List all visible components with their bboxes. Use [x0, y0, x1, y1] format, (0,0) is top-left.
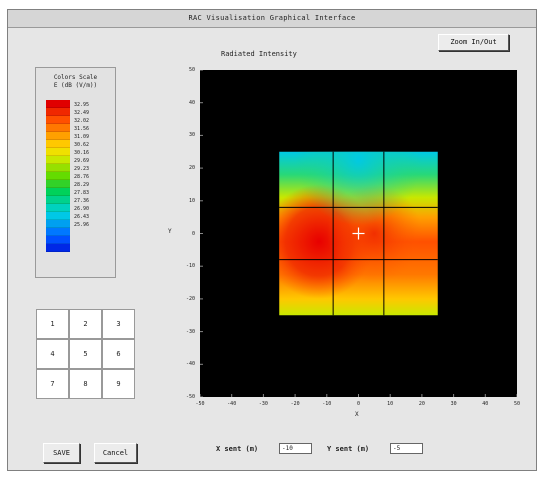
x-tick-label: 50 — [513, 401, 521, 407]
y-tick-label: -50 — [185, 394, 195, 400]
x-axis-label: X — [355, 411, 359, 418]
y-tick-label: 50 — [188, 67, 195, 73]
y-tick-label: 40 — [188, 99, 195, 106]
keypad-key-9[interactable]: 9 — [102, 369, 135, 399]
color-swatch — [46, 180, 70, 188]
keypad-key-6[interactable]: 6 — [102, 339, 135, 369]
color-scale-value: 29.23 — [74, 166, 90, 172]
y-tick-label: 20 — [188, 165, 195, 172]
y-tick-label: 10 — [188, 197, 195, 204]
main-window: RAC Visualisation Graphical Interface Zo… — [7, 9, 537, 471]
x-tick-label: 10 — [387, 401, 394, 407]
color-scale-labels: 32.95 32.49 32.02 31.56 31.09 30.62 30.16 29.69… — [74, 101, 89, 229]
color-swatch — [46, 244, 70, 252]
color-swatch — [46, 172, 70, 180]
color-scale-value: 27.36 — [74, 198, 90, 204]
y-tick-label: -30 — [185, 328, 195, 335]
x-sent-label: X sent (m) — [216, 445, 259, 453]
keypad-key-5[interactable]: 5 — [69, 339, 102, 369]
color-swatch — [46, 212, 70, 220]
color-scale-value: 25.96 — [74, 222, 90, 228]
color-swatch — [46, 108, 70, 116]
color-swatch — [46, 124, 70, 132]
color-scale-panel: Colors Scale E (dB (V/m)) 32.95 32.49 32.0… — [35, 67, 116, 278]
color-scale-title: Colors Scale — [53, 74, 98, 81]
x-tick-label: 20 — [418, 401, 425, 407]
y-tick-label: 0 — [191, 230, 195, 237]
keypad-key-3[interactable]: 3 — [102, 309, 135, 339]
zoom-button[interactable]: Zoom In/Out — [438, 34, 509, 51]
color-scale-value: 26.90 — [74, 206, 90, 212]
keypad-key-7[interactable]: 7 — [36, 369, 69, 399]
window-title: RAC Visualisation Graphical Interface — [8, 10, 536, 28]
color-scale-value: 28.29 — [74, 182, 90, 188]
x-tick-label: -50 — [195, 401, 205, 407]
color-scale-unit: E (dB (V/m)) — [53, 82, 98, 89]
y-tick-label: 30 — [188, 132, 195, 139]
color-scale-value: 32.95 — [74, 102, 90, 108]
keypad-key-1[interactable]: 1 — [36, 309, 69, 339]
x-tick-label: -20 — [290, 401, 300, 407]
color-scale-value: 27.83 — [74, 190, 90, 196]
x-tick-label: 40 — [482, 401, 489, 407]
y-sent-label: Y sent (m) — [327, 445, 370, 453]
color-swatch — [46, 188, 70, 196]
color-swatch — [46, 140, 70, 148]
color-scale-value: 32.02 — [74, 118, 90, 124]
color-scale-value: 28.76 — [74, 174, 90, 180]
color-swatch — [46, 164, 70, 172]
x-tick-label: -30 — [258, 401, 268, 407]
keypad-key-4[interactable]: 4 — [36, 339, 69, 369]
color-scale-value: 31.56 — [74, 126, 90, 132]
color-swatch — [46, 196, 70, 204]
x-tick-label: -10 — [322, 401, 332, 407]
color-scale-value: 32.49 — [74, 110, 90, 116]
color-swatch — [46, 156, 70, 164]
keypad-key-2[interactable]: 2 — [69, 309, 102, 339]
color-swatch — [46, 228, 70, 236]
color-scale-value: 30.16 — [74, 150, 90, 156]
x-tick-label: -40 — [227, 401, 237, 407]
cancel-button[interactable]: Cancel — [94, 443, 137, 463]
color-swatch — [46, 100, 70, 108]
plot-area[interactable] — [200, 70, 517, 397]
keypad-key-8[interactable]: 8 — [69, 369, 102, 399]
color-scale-value: 26.43 — [74, 214, 90, 220]
y-sent-field[interactable]: -5 — [390, 443, 423, 454]
x-tick-label: 30 — [450, 401, 457, 407]
save-button[interactable]: SAVE — [43, 443, 80, 463]
color-swatch — [46, 220, 70, 228]
color-scale-value: 31.09 — [74, 134, 90, 140]
x-sent-field[interactable]: -10 — [279, 443, 312, 454]
color-swatch — [46, 132, 70, 140]
plot-title: Radiated Intensity — [221, 50, 297, 58]
y-axis-label: Y — [168, 228, 172, 235]
color-swatch — [46, 204, 70, 212]
color-scale-value: 30.62 — [74, 142, 90, 148]
y-tick-label: -20 — [185, 295, 195, 302]
color-scale-value: 29.69 — [74, 158, 90, 164]
color-scale-bar — [46, 100, 70, 252]
color-swatch — [46, 236, 70, 244]
y-tick-label: -40 — [185, 361, 195, 368]
heatmap-svg — [200, 70, 517, 397]
color-swatch — [46, 116, 70, 124]
y-tick-label: -10 — [185, 263, 195, 270]
color-swatch — [46, 148, 70, 156]
x-tick-label: 0 — [356, 401, 360, 407]
